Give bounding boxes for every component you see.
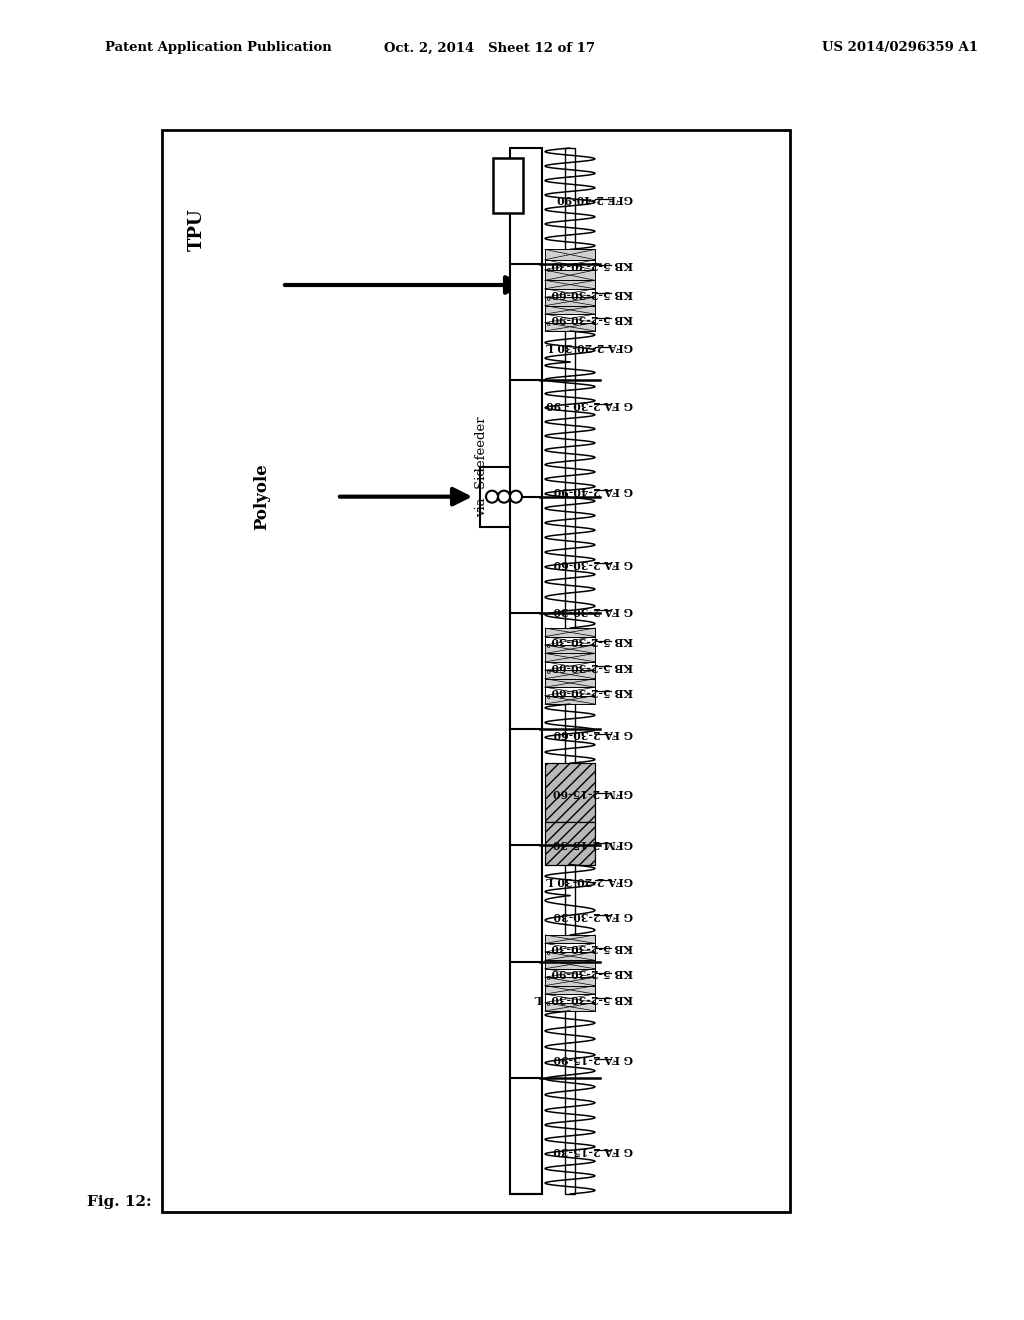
Bar: [545, 661, 595, 671]
Bar: [545, 297, 595, 306]
Text: KB 5-2-30-30°: KB 5-2-30-30°: [546, 942, 633, 953]
Bar: [162, 129, 790, 1212]
Bar: [545, 314, 595, 322]
Text: GFE 2-40-90: GFE 2-40-90: [557, 193, 633, 205]
Bar: [510, 148, 542, 1195]
Bar: [545, 322, 595, 331]
Text: Fig. 12:: Fig. 12:: [87, 1195, 152, 1209]
Text: G FA 2-30 - 90: G FA 2-30 - 90: [546, 399, 633, 409]
Text: GFM 2-15-30: GFM 2-15-30: [553, 838, 633, 849]
Text: 36D: 36D: [520, 1123, 531, 1148]
Bar: [545, 944, 595, 952]
Bar: [545, 260, 595, 271]
Text: KB 5-2-30-90°: KB 5-2-30-90°: [546, 313, 633, 323]
Text: 16D: 16D: [520, 543, 531, 568]
Bar: [545, 969, 595, 977]
Text: KB 5-2-30-60°: KB 5-2-30-60°: [546, 660, 633, 672]
Text: G FA 2-15-90: G FA 2-15-90: [554, 1053, 633, 1064]
Text: KB 5-2-30-30°: KB 5-2-30-30°: [546, 635, 633, 647]
Text: G FA 2-40-90: G FA 2-40-90: [554, 484, 633, 495]
Bar: [565, 148, 575, 1195]
Bar: [545, 763, 595, 822]
Bar: [545, 986, 595, 994]
Text: Oct. 2, 2014   Sheet 12 of 17: Oct. 2, 2014 Sheet 12 of 17: [384, 41, 596, 54]
Bar: [545, 306, 595, 314]
Bar: [493, 158, 523, 213]
Bar: [545, 977, 595, 986]
Text: GFA 2-20-30 L: GFA 2-20-30 L: [546, 341, 633, 352]
Bar: [545, 289, 595, 297]
Text: G FA 2-30-30: G FA 2-30-30: [554, 909, 633, 921]
Bar: [545, 280, 595, 289]
Bar: [545, 645, 595, 653]
Text: 12D: 12D: [520, 426, 531, 451]
Text: via  Sidefeeder: via Sidefeeder: [475, 416, 488, 517]
Text: GFM 2-15-60: GFM 2-15-60: [553, 787, 633, 799]
Bar: [545, 763, 595, 822]
Bar: [545, 696, 595, 704]
Circle shape: [486, 491, 498, 503]
Bar: [545, 822, 595, 865]
Bar: [545, 952, 595, 961]
Bar: [545, 671, 595, 678]
Bar: [545, 1002, 595, 1011]
Circle shape: [510, 491, 522, 503]
Text: KB 5-2-30-30°: KB 5-2-30-30°: [546, 259, 633, 271]
Bar: [545, 636, 595, 645]
Bar: [545, 271, 595, 280]
Bar: [545, 935, 595, 944]
Bar: [545, 628, 595, 636]
Text: KB 5-2-30-60°: KB 5-2-30-60°: [546, 686, 633, 697]
Text: 32D: 32D: [520, 1007, 531, 1032]
Text: GFA 2-20-30 L: GFA 2-20-30 L: [546, 875, 633, 886]
Text: KB 5-2-30-90°: KB 5-2-30-90°: [546, 968, 633, 978]
Bar: [545, 688, 595, 696]
Bar: [545, 678, 595, 688]
Text: 8D: 8D: [520, 314, 531, 331]
Text: Patent Application Publication: Patent Application Publication: [105, 41, 332, 54]
Text: US 2014/0296359 A1: US 2014/0296359 A1: [822, 41, 978, 54]
Bar: [545, 961, 595, 969]
Text: 24D: 24D: [520, 775, 531, 800]
Text: TPU: TPU: [188, 209, 206, 251]
Text: G FA 2-30-60: G FA 2-30-60: [554, 729, 633, 739]
Bar: [545, 822, 595, 865]
Circle shape: [498, 491, 510, 503]
Bar: [545, 249, 595, 260]
Text: KB 5-2-30-60°: KB 5-2-30-60°: [546, 288, 633, 298]
Text: 20D: 20D: [520, 659, 531, 684]
Text: 4D: 4D: [520, 198, 531, 215]
Bar: [545, 994, 595, 1002]
Text: KB 5-2-30-30° L: KB 5-2-30-30° L: [535, 993, 633, 1003]
Text: 28D: 28D: [520, 891, 531, 916]
Text: G FA 2-30-30: G FA 2-30-30: [554, 605, 633, 616]
Bar: [545, 653, 595, 661]
Text: G FA 2-15-30: G FA 2-15-30: [553, 1144, 633, 1156]
Text: Polyole: Polyole: [254, 463, 270, 531]
Text: G FA 2-30-60: G FA 2-30-60: [554, 558, 633, 569]
